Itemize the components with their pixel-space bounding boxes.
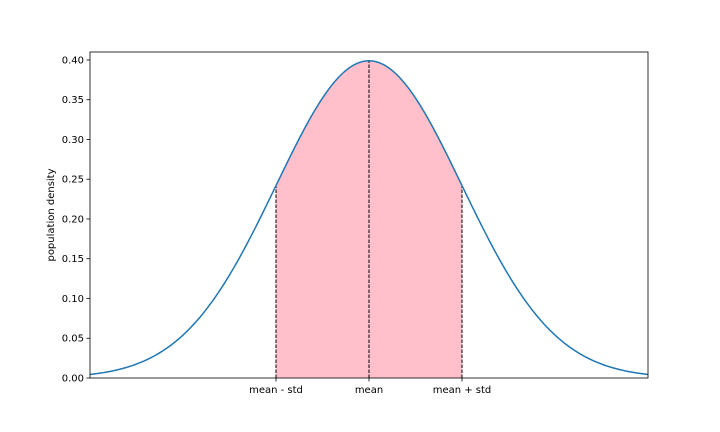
shaded-region-layer bbox=[276, 60, 462, 378]
y-axis: 0.00 0.05 0.10 0.15 0.20 0.25 0.30 0.35 0.40 bbox=[62, 55, 90, 385]
x-axis: mean - std mean mean + std bbox=[249, 378, 491, 396]
x-tick-label-2: mean + std bbox=[433, 385, 492, 396]
y-tick-label-1: 0.05 bbox=[62, 334, 84, 345]
x-tick-label-0: mean - std bbox=[249, 385, 303, 396]
y-axis-label: population density bbox=[46, 168, 57, 261]
y-tick-label-6: 0.30 bbox=[62, 135, 84, 146]
y-tick-label-7: 0.35 bbox=[62, 95, 84, 106]
y-tick-label-2: 0.10 bbox=[62, 294, 84, 305]
shaded-region bbox=[276, 60, 462, 378]
y-tick-label-3: 0.15 bbox=[62, 254, 84, 265]
y-tick-label-0: 0.00 bbox=[62, 374, 84, 385]
vertical-lines bbox=[275, 60, 463, 378]
y-tick-label-8: 0.40 bbox=[62, 55, 84, 66]
y-tick-label-5: 0.25 bbox=[62, 175, 84, 186]
y-tick-label-4: 0.20 bbox=[62, 214, 84, 225]
x-tick-label-1: mean bbox=[355, 385, 383, 396]
density-curve bbox=[89, 60, 649, 376]
